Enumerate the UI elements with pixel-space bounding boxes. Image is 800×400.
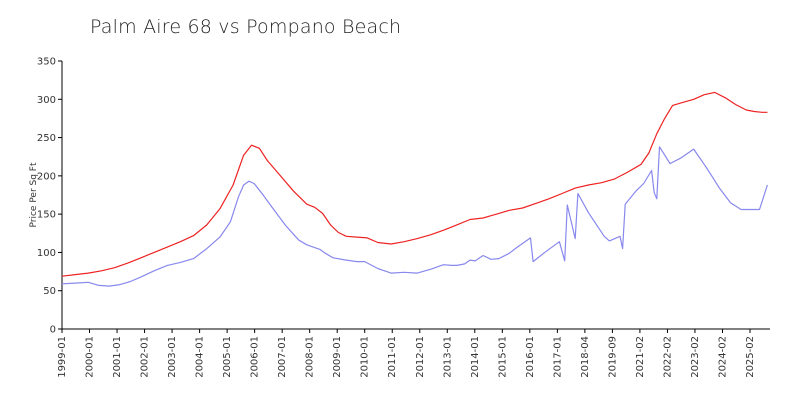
x-tick-label: 2005-01 [222, 336, 233, 378]
x-tick-label: 2023-02 [690, 336, 701, 378]
y-tick-label: 150 [37, 210, 56, 221]
x-tick-label: 2011-01 [387, 336, 398, 378]
y-tick-label: 100 [37, 248, 56, 259]
y-tick-label: 350 [37, 57, 56, 68]
x-tick-label: 2015-01 [497, 336, 508, 378]
x-tick-label: 2003-01 [167, 336, 178, 378]
y-tick-label: 300 [37, 95, 56, 106]
chart-title: Palm Aire 68 vs Pompano Beach [90, 16, 402, 38]
x-tick-label: 2009-01 [332, 336, 343, 378]
x-tick-label: 2004-01 [195, 336, 206, 378]
x-tick-label: 2006-01 [250, 336, 261, 378]
series-line-2 [61, 146, 768, 287]
y-axis-label: Price Per Sq Ft [29, 162, 39, 227]
x-tick-label: 2007-01 [277, 336, 288, 378]
x-tick-label: 2002-01 [140, 336, 151, 378]
y-tick-label: 0 [50, 325, 56, 336]
x-tick-label: 2021-02 [635, 336, 646, 378]
x-tick-label: 2025-02 [745, 336, 756, 378]
x-tick-label: 2000-01 [85, 336, 96, 378]
x-tick-label: 2016-01 [525, 336, 536, 378]
series-line-1 [61, 91, 768, 277]
x-tick-label: 2018-04 [580, 336, 591, 378]
x-tick-label: 2008-01 [305, 336, 316, 378]
x-tick-label: 2010-01 [360, 336, 371, 378]
x-tick-label: 2012-01 [415, 336, 426, 378]
x-tick-label: 2001-01 [112, 336, 123, 378]
x-tick-label: 2014-01 [470, 336, 481, 378]
y-tick-label: 200 [37, 171, 56, 182]
x-tick-label: 2019-09 [607, 336, 618, 378]
x-tick-label: 2022-02 [662, 336, 673, 378]
x-tick-label: 2013-01 [442, 336, 453, 378]
x-tick-label: 1999-01 [57, 336, 68, 378]
x-tick-label: 2017-01 [552, 336, 563, 378]
x-tick-label: 2024-02 [717, 336, 728, 378]
y-tick-label: 250 [37, 133, 56, 144]
y-tick-label: 50 [43, 286, 56, 297]
